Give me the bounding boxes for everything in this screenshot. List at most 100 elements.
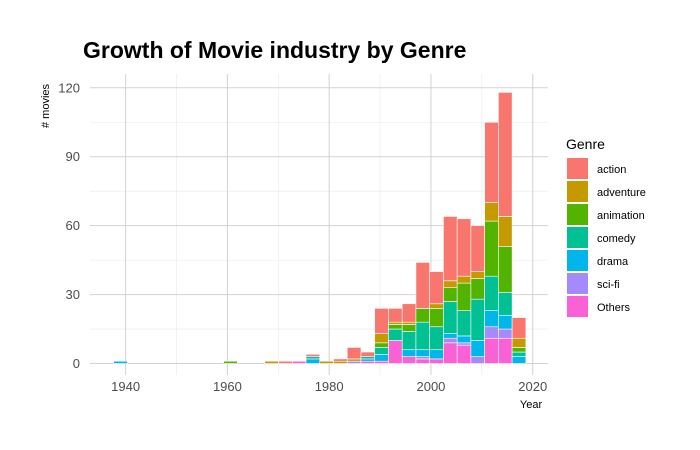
bar-segment-adventure xyxy=(498,216,513,247)
legend-label: comedy xyxy=(597,233,636,245)
bar-segment-drama xyxy=(360,358,376,362)
x-axis-ticks: 1940 1960 1980 2000 2020 xyxy=(111,379,547,394)
legend-label: adventure xyxy=(597,187,646,199)
x-tick-label: 2000 xyxy=(416,379,445,394)
bar-segment-drama xyxy=(415,349,430,357)
x-tick-label: 2020 xyxy=(518,379,547,394)
bar-segment-action xyxy=(374,308,389,334)
legend: Genre action adventure animation comedy dram… xyxy=(566,136,646,317)
legend-swatch-comedy xyxy=(567,227,588,248)
bar-segment-action xyxy=(429,271,444,305)
legend-label: animation xyxy=(597,210,645,222)
legend-swatch-action xyxy=(567,158,588,179)
bar-segment-action xyxy=(278,360,293,364)
bar-segment-others xyxy=(498,337,513,364)
bar-segment-adventure xyxy=(388,321,403,325)
bar-segment-comedy xyxy=(360,356,376,360)
bar-segment-comedy xyxy=(511,351,527,357)
bar-segment-comedy xyxy=(415,321,430,351)
bar-segment-drama xyxy=(374,354,389,362)
bar-segment-action xyxy=(470,225,485,272)
bar-segment-others xyxy=(360,360,376,364)
bar-segment-others xyxy=(415,358,430,364)
bar-segment-others xyxy=(374,360,389,364)
bar-segment-action xyxy=(498,92,513,217)
bar-segment-animation xyxy=(484,220,499,277)
bar-segment-comedy xyxy=(498,291,513,316)
bar-segment-animation xyxy=(401,324,417,332)
bar-segment-drama xyxy=(498,314,513,330)
bar-segment-others xyxy=(484,337,499,364)
bar-segment-adventure xyxy=(429,303,444,309)
bar-segment-drama xyxy=(305,358,321,364)
bar-segment-action xyxy=(360,351,376,357)
bar-segment-sci-fi xyxy=(484,326,499,339)
bar-segment-animation xyxy=(223,360,238,364)
legend-swatch-drama xyxy=(567,250,588,271)
bar-segment-sci-fi xyxy=(498,328,513,339)
bar-segment-adventure xyxy=(456,275,472,284)
bar-segment-action xyxy=(456,218,472,277)
bar-segment-others xyxy=(443,342,458,364)
bar-segment-adventure xyxy=(374,333,389,344)
bars-layer xyxy=(113,92,527,364)
bar-segment-others xyxy=(429,358,444,364)
bar-segment-adventure xyxy=(470,271,485,279)
bar-segment-adventure xyxy=(401,321,417,325)
bar-segment-comedy xyxy=(456,310,472,337)
bar-segment-adventure xyxy=(511,337,527,348)
legend-swatch-adventure xyxy=(567,181,588,202)
bar-segment-comedy xyxy=(401,331,417,351)
bar-segment-action xyxy=(443,216,458,282)
x-tick-label: 1980 xyxy=(315,379,344,394)
chart-title: Growth of Movie industry by Genre xyxy=(83,37,466,63)
bar-segment-animation xyxy=(470,278,485,300)
legend-items: action adventure animation comedy drama sci-f… xyxy=(567,158,646,317)
bar-segment-sci-fi xyxy=(456,342,472,346)
bar-segment-animation xyxy=(374,342,389,348)
bar-segment-action xyxy=(484,121,499,203)
bar-segment-drama xyxy=(113,360,128,364)
bar-segment-drama xyxy=(484,310,499,328)
legend-swatch-sci-fi xyxy=(567,273,588,294)
bar-segment-comedy xyxy=(388,328,403,341)
bar-segment-sci-fi xyxy=(346,360,362,364)
y-tick-label: 0 xyxy=(73,356,80,371)
bar-segment-sci-fi xyxy=(470,356,485,364)
bar-segment-drama xyxy=(401,349,417,357)
legend-label: sci-fi xyxy=(597,279,620,291)
y-tick-label: 90 xyxy=(66,149,80,164)
bar-segment-comedy xyxy=(305,356,321,360)
bar-segment-adventure xyxy=(264,360,279,364)
bar-segment-animation xyxy=(511,347,527,353)
bar-segment-action xyxy=(305,354,321,357)
x-tick-label: 1940 xyxy=(111,379,140,394)
bar-segment-action xyxy=(415,262,430,309)
legend-swatch-others xyxy=(567,296,588,317)
y-tick-label: 60 xyxy=(66,218,80,233)
bar-segment-action xyxy=(346,347,362,360)
bar-segment-adventure xyxy=(484,202,499,222)
bar-segment-comedy xyxy=(484,275,499,311)
bar-segment-animation xyxy=(456,282,472,311)
legend-label: drama xyxy=(597,256,629,268)
bar-segment-action xyxy=(511,317,527,339)
bar-segment-comedy xyxy=(374,347,389,355)
bar-segment-action xyxy=(333,358,348,362)
bar-segment-drama xyxy=(470,340,485,357)
y-tick-label: 120 xyxy=(58,80,80,95)
bar-segment-adventure xyxy=(443,280,458,288)
legend-swatch-animation xyxy=(567,204,588,225)
y-axis-ticks: 0 30 60 90 120 xyxy=(58,80,80,371)
bar-segment-animation xyxy=(415,308,430,323)
bar-segment-animation xyxy=(388,324,403,330)
y-axis-title: # movies xyxy=(40,83,52,128)
x-axis-title: Year xyxy=(520,399,543,411)
bar-segment-adventure xyxy=(346,358,362,362)
legend-label: Others xyxy=(597,302,631,314)
bar-segment-animation xyxy=(429,308,444,328)
legend-title: Genre xyxy=(566,136,605,152)
bar-segment-action xyxy=(388,308,403,323)
bar-segment-adventure xyxy=(319,360,334,364)
